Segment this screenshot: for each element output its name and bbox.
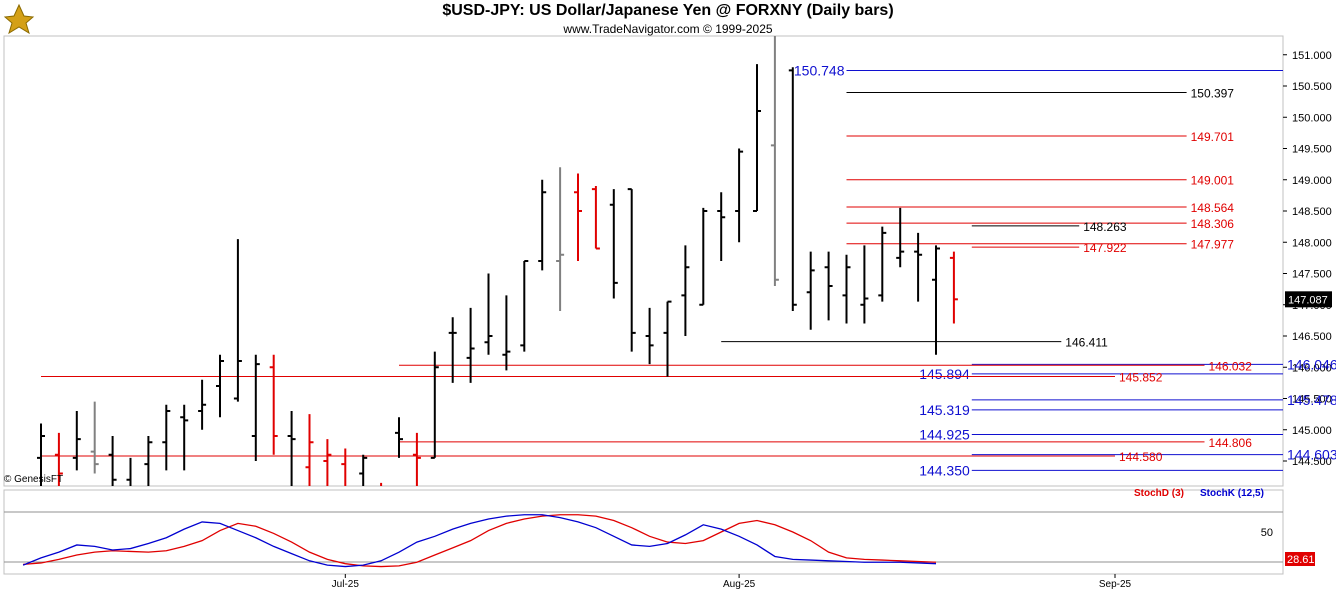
level-label: 148.306	[1191, 217, 1235, 231]
level-label: 145.319	[919, 402, 970, 418]
level-label: 150.397	[1191, 86, 1235, 100]
level-label: 147.922	[1083, 241, 1127, 255]
level-label: 146.032	[1209, 359, 1253, 373]
level-label: 144.350	[919, 462, 970, 478]
y-tick-label: 145.000	[1292, 425, 1332, 437]
x-tick-label: Aug-25	[723, 579, 756, 590]
y-tick-label: 144.500	[1292, 456, 1332, 468]
level-label: 145.478	[1287, 392, 1336, 408]
level-label: 145.852	[1119, 371, 1163, 385]
level-label: 147.977	[1191, 238, 1235, 252]
y-tick-label: 151.000	[1292, 50, 1332, 62]
level-label: 144.603	[1287, 447, 1336, 463]
level-label: 144.925	[919, 426, 970, 442]
y-tick-label: 148.500	[1292, 206, 1332, 218]
level-label: 148.564	[1191, 201, 1235, 215]
stoch-value-badge	[1285, 552, 1315, 566]
watermark: © GenesisFT	[4, 474, 64, 485]
y-tick-label: 149.000	[1292, 175, 1332, 187]
x-tick-label: Sep-25	[1099, 579, 1132, 590]
stoch-line	[23, 514, 937, 568]
stoch-panel-frame	[3, 489, 1284, 575]
y-tick-label: 147.500	[1292, 269, 1332, 281]
x-tick-label: Jul-25	[332, 579, 360, 590]
stoch-tick-label: 50	[1261, 527, 1273, 539]
level-label: 144.580	[1119, 450, 1163, 464]
y-tick-label: 146.500	[1292, 331, 1332, 343]
y-tick-label: 150.500	[1292, 81, 1332, 93]
y-tick-label: 145.500	[1292, 394, 1332, 406]
y-tick-label: 148.000	[1292, 237, 1332, 249]
chart-subtitle: www.TradeNavigator.com © 1999-2025	[563, 22, 773, 36]
level-label: 149.001	[1191, 174, 1235, 188]
price-panel-frame	[3, 35, 1284, 487]
level-label: 149.701	[1191, 130, 1235, 144]
stoch-k-legend: StochK (12,5)	[1200, 488, 1264, 499]
stoch-d-legend: StochD (3)	[1134, 488, 1184, 499]
level-label: 150.748	[794, 63, 845, 79]
level-label: 146.411	[1065, 336, 1108, 350]
current-price-label: 147.087	[1288, 294, 1328, 306]
level-label: 146.046	[1287, 356, 1336, 372]
stoch-line	[22, 514, 937, 568]
level-label: 145.894	[919, 366, 970, 382]
chart-title: $USD-JPY: US Dollar/Japanese Yen @ FORXN…	[442, 2, 894, 19]
level-label: 144.806	[1209, 436, 1253, 450]
stoch-value-label: 28.61	[1287, 554, 1315, 566]
gold-bull-logo-icon	[2, 2, 36, 36]
y-tick-label: 146.000	[1292, 362, 1332, 374]
y-tick-label: 149.500	[1292, 144, 1332, 156]
current-price-badge	[1285, 291, 1332, 308]
y-tick-label: 150.000	[1292, 112, 1332, 124]
level-label: 148.263	[1083, 220, 1127, 234]
